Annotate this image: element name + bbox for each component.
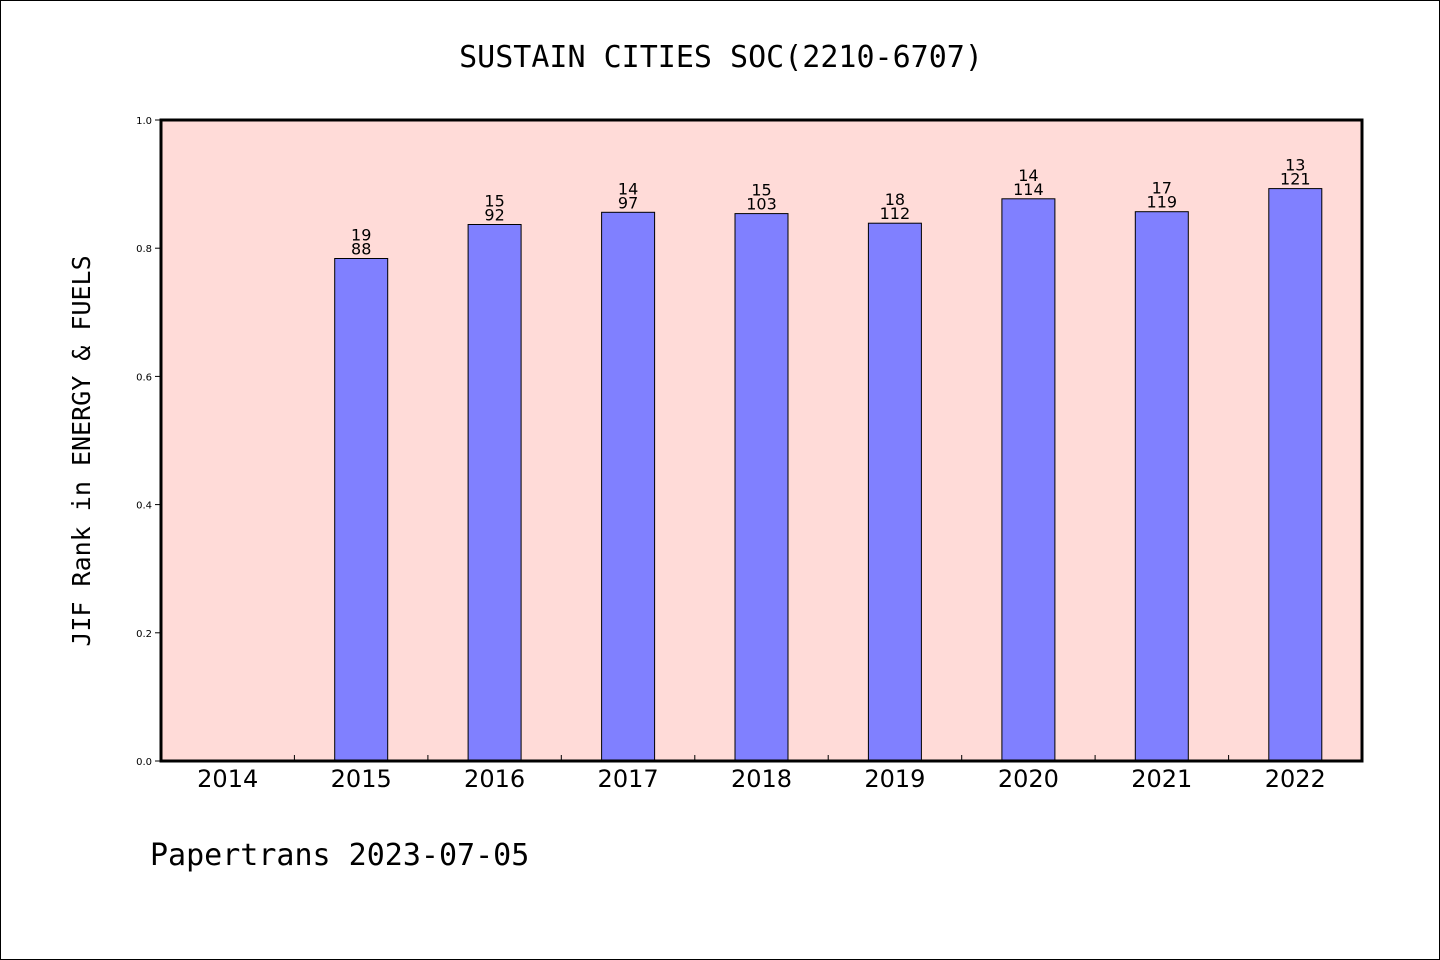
bar-2018 bbox=[734, 213, 789, 762]
x-tick-label-2017: 2017 bbox=[598, 765, 659, 793]
y-tick-label-0.8: 0.8 bbox=[136, 244, 152, 255]
y-tick-label-0.2: 0.2 bbox=[136, 629, 152, 640]
x-axis: 2014 2015 2016 2017 2018 2019 2020 2021 2022 bbox=[197, 755, 1326, 793]
y-tick-label-0.6: 0.6 bbox=[136, 372, 152, 383]
bar-2019 bbox=[867, 222, 922, 762]
data-label-total-2016: 92 bbox=[484, 206, 504, 225]
bar-2022 bbox=[1268, 188, 1323, 762]
x-tick-label-2016: 2016 bbox=[464, 765, 525, 793]
data-label-rank-2017: 14 bbox=[618, 179, 638, 198]
bar-2017 bbox=[601, 211, 656, 762]
data-label-total-2022: 121 bbox=[1280, 170, 1311, 189]
y-axis-label: JIF Rank in ENERGY & FUELS bbox=[67, 255, 96, 646]
data-label-total-2021: 119 bbox=[1147, 193, 1178, 212]
data-label-rank-2021: 17 bbox=[1152, 179, 1172, 198]
bar-2021 bbox=[1134, 211, 1189, 762]
x-tick-label-2021: 2021 bbox=[1131, 765, 1192, 793]
data-label-total-2017: 97 bbox=[618, 193, 638, 212]
bar-2016 bbox=[467, 224, 522, 762]
data-label-total-2020: 114 bbox=[1013, 180, 1044, 199]
plot-frame bbox=[159, 118, 1364, 763]
x-tick-label-2019: 2019 bbox=[864, 765, 925, 793]
data-label-total-2018: 103 bbox=[746, 195, 777, 214]
data-label-rank-2018: 15 bbox=[751, 181, 771, 200]
x-tick-label-2018: 2018 bbox=[731, 765, 792, 793]
x-tick-label-2022: 2022 bbox=[1265, 765, 1326, 793]
bar-2015 bbox=[334, 258, 389, 762]
data-label-total-2015: 88 bbox=[351, 240, 371, 259]
y-tick-label-0.4: 0.4 bbox=[136, 501, 152, 512]
data-label-total-2019: 112 bbox=[880, 204, 911, 223]
data-label-rank-2022: 13 bbox=[1285, 156, 1305, 175]
bar-2020 bbox=[1001, 198, 1056, 762]
bars-group bbox=[334, 188, 1323, 762]
x-tick-label-2020: 2020 bbox=[998, 765, 1059, 793]
footer-credit: Papertrans 2023-07-05 bbox=[150, 838, 529, 873]
y-axis: 0.0 0.2 0.4 0.6 0.8 1.0 bbox=[136, 116, 161, 768]
y-tick-label-1.0: 1.0 bbox=[136, 116, 152, 127]
chart-title: SUSTAIN CITIES SOC(2210-6707) bbox=[459, 40, 983, 75]
x-tick-label-2015: 2015 bbox=[331, 765, 392, 793]
y-tick-label-0.0: 0.0 bbox=[136, 757, 152, 768]
data-label-rank-2020: 14 bbox=[1018, 166, 1038, 185]
data-label-rank-2015: 19 bbox=[351, 226, 371, 245]
data-label-rank-2019: 18 bbox=[885, 190, 905, 209]
data-label-rank-2016: 15 bbox=[484, 192, 504, 211]
x-tick-label-2014: 2014 bbox=[197, 765, 258, 793]
